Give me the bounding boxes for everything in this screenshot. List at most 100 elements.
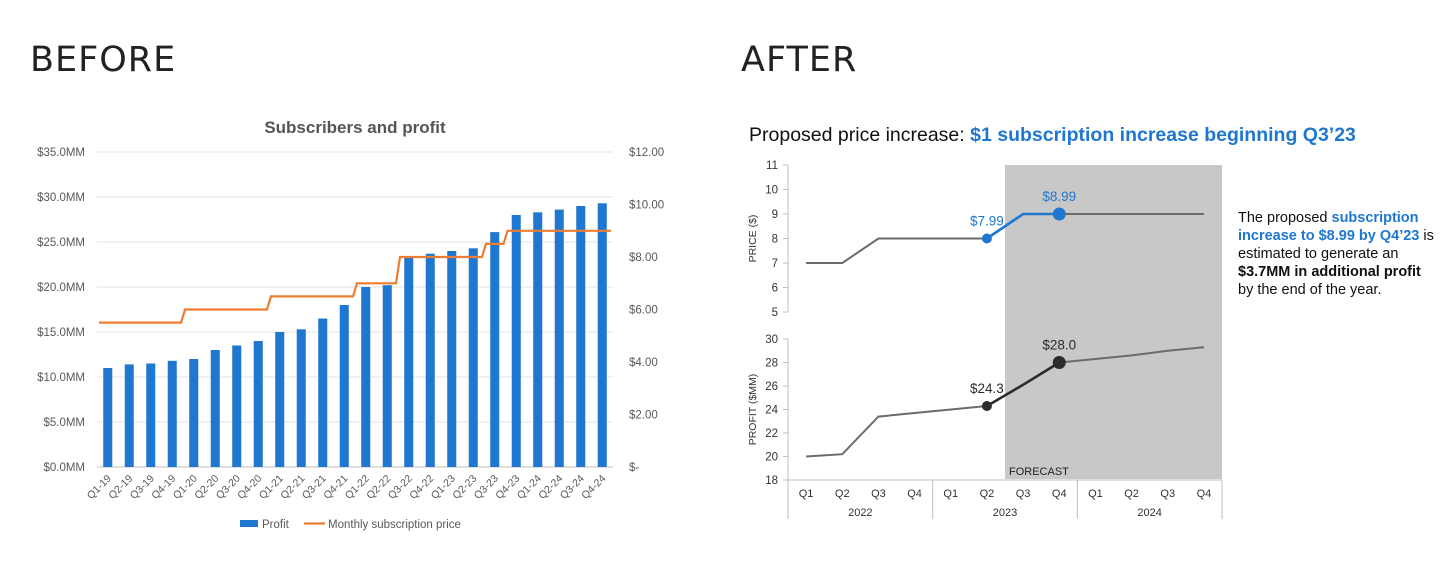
profit-bar [490,232,500,467]
price-y-tick-label: 11 [766,160,778,172]
profit-y-axis-label: PROFIT ($MM) [747,374,759,446]
right-axis-tick-label: $12.00 [629,147,664,159]
year-label: 2022 [848,507,872,519]
before-heading: BEFORE [30,40,177,80]
profit-y-tick-label: 30 [765,334,778,346]
price-line-highlight [986,212,1060,240]
profit-bar [576,206,586,467]
right-axis-tick-label: $6.00 [629,305,658,317]
profit-bar [447,251,457,467]
legend-profit-swatch [240,520,258,527]
price-value-label: $7.99 [970,214,1004,229]
profit-bar [232,345,242,467]
profit-line-highlight [986,361,1060,408]
left-axis-tick-label: $35.0MM [37,147,85,159]
price-y-tick-label: 6 [772,283,778,295]
profit-value-label: $24.3 [970,381,1004,396]
profit-bar [511,215,521,467]
callout-part1: The proposed [1238,210,1332,226]
after-chart-title: Proposed price increase: $1 subscription… [749,124,1356,147]
left-axis-tick-label: $10.0MM [37,372,85,384]
profit-bar [404,256,414,467]
before-chart-title: Subscribers and profit [264,118,446,137]
callout-part3: is estimated to generate an [1238,228,1434,262]
price-value-label: $8.99 [1042,189,1076,204]
profit-y-tick-label: 28 [765,358,778,370]
profit-y-tick-label: 26 [765,381,778,393]
profit-y-tick-label: 20 [765,452,778,464]
profit-bar [253,341,263,467]
profit-y-tick-label: 22 [765,428,778,440]
year-label: 2024 [1137,507,1161,519]
quarter-label: Q1 [1088,488,1103,500]
price-y-tick-label: 9 [772,209,778,221]
right-axis-tick-label: $2.00 [629,410,658,422]
quarter-label: Q1 [799,488,814,500]
profit-bar [597,203,607,468]
quarter-label: Q3 [1016,488,1031,500]
quarter-label: Q4 [1052,488,1067,500]
quarter-label: Q2 [980,488,995,500]
profit-y-tick-label: 24 [765,405,778,417]
left-axis-tick-label: $15.0MM [37,327,85,339]
after-heading: AFTER [741,40,858,80]
profit-line-before [806,405,987,458]
year-label: 2023 [993,507,1017,519]
quarter-label: Q2 [1124,488,1139,500]
left-axis-tick-label: $5.0MM [43,417,85,429]
profit-bar [296,329,306,467]
profit-bar [146,363,156,467]
quarter-label: Q4 [907,488,922,500]
price-y-tick-label: 10 [765,185,778,197]
profit-bar [275,332,285,467]
left-axis-tick-label: $20.0MM [37,282,85,294]
left-axis-tick-label: $0.0MM [43,462,85,474]
profit-value-label: $28.0 [1042,338,1076,353]
profit-bar [210,350,220,467]
profit-bar [533,212,543,467]
callout-part5: by the end of the year. [1238,282,1382,298]
price-y-tick-label: 8 [772,234,778,246]
price-y-axis-label: PRICE ($) [747,215,759,263]
price-y-tick-label: 7 [772,258,778,270]
profit-highlight-point [1052,356,1066,369]
after-title-highlight: $1 subscription increase beginning Q3’23 [970,124,1356,146]
profit-bar [189,359,199,467]
profit-bar [167,360,177,467]
profit-bar [554,209,564,467]
profit-bar [124,364,134,467]
forecast-region [1005,165,1222,479]
right-axis-tick-label: $4.00 [629,357,658,369]
price-y-tick-label: 5 [772,307,778,319]
forecast-label: FORECAST [1009,466,1069,478]
left-axis-tick-label: $30.0MM [37,192,85,204]
subscription-price-line [99,229,611,324]
profit-bar [103,368,113,467]
before-chart: Subscribers and profit $0.0MM $5.0MM $10.0M… [37,118,664,531]
price-line-before [806,237,987,264]
profit-bar [361,287,371,467]
quarter-label: Q4 [1197,488,1212,500]
right-axis-tick-label: $8.00 [629,252,658,264]
right-axis-tick-label: $10.00 [629,200,664,212]
profit-bar [468,248,478,467]
legend-profit-label: Profit [262,519,290,531]
price-highlight-point [981,233,992,244]
price-highlight-point [1052,207,1066,221]
legend-price-label: Monthly subscription price [328,519,461,531]
profit-bar [339,305,349,467]
after-title-plain: Proposed price increase: [749,124,971,146]
callout-part2: subscription increase to $8.99 by Q4’23 [1238,210,1420,244]
profit-y-tick-label: 18 [765,475,778,487]
quarter-label: Q3 [1160,488,1175,500]
right-axis-tick-label: $- [629,462,639,474]
callout-part4: $3.7MM in additional profit [1238,264,1421,280]
quarter-label: Q3 [871,488,886,500]
profit-bar [382,285,392,467]
profit-bar [425,253,435,467]
quarter-label: Q1 [943,488,958,500]
profit-highlight-point [981,400,992,411]
callout-text: The proposed subscription increase to $8… [1238,209,1438,299]
profit-bar [318,318,328,467]
